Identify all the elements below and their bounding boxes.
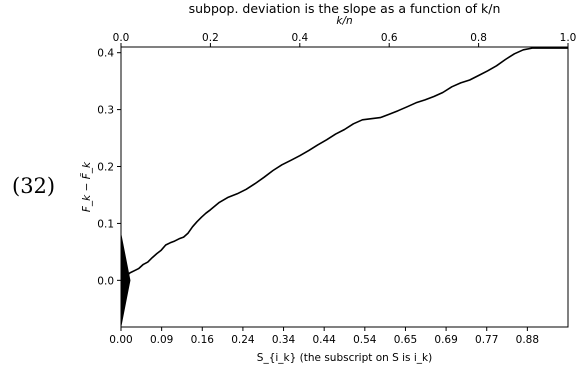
bottom-tick-label: 0.34: [272, 334, 296, 346]
bottom-tick-label: 0.65: [394, 334, 417, 346]
deviation-triangle: [120, 234, 131, 326]
y-tick-label: 0.1: [97, 218, 114, 230]
chart-title: subpop. deviation is the slope as a func…: [188, 1, 501, 16]
bottom-tick-label: 0.00: [109, 334, 132, 346]
bottom-tick-label: 0.54: [353, 334, 377, 346]
y-tick-label: 0.2: [97, 162, 114, 174]
equation-label: (32): [12, 174, 56, 198]
y-tick-label: 0.0: [97, 275, 114, 287]
top-tick-label: 1.0: [560, 32, 577, 44]
bottom-tick-label: 0.77: [475, 334, 498, 346]
bottom-tick-label: 0.09: [150, 334, 173, 346]
top-axis-label: k/n: [336, 15, 352, 27]
bottom-tick-label: 0.69: [434, 334, 457, 346]
x-axis-label: S_{i_k} (the subscript on S is i_k): [257, 352, 432, 364]
bottom-tick-label: 0.44: [312, 334, 336, 346]
plot-frame: [120, 46, 569, 328]
y-axis-label: F_k − F̃_k: [80, 161, 93, 212]
top-tick-label: 0.0: [113, 32, 130, 44]
top-tick-label: 0.4: [291, 32, 308, 44]
series-line-0: [120, 47, 568, 281]
bottom-tick-label: 0.24: [231, 334, 255, 346]
bottom-tick-label: 0.16: [191, 334, 215, 346]
y-tick-label: 0.4: [97, 48, 114, 60]
y-tick-label: 0.3: [97, 105, 114, 117]
top-tick-label: 0.6: [381, 32, 398, 44]
top-tick-label: 0.2: [202, 32, 219, 44]
top-tick-label: 0.8: [470, 32, 487, 44]
bottom-tick-label: 0.88: [516, 334, 539, 346]
